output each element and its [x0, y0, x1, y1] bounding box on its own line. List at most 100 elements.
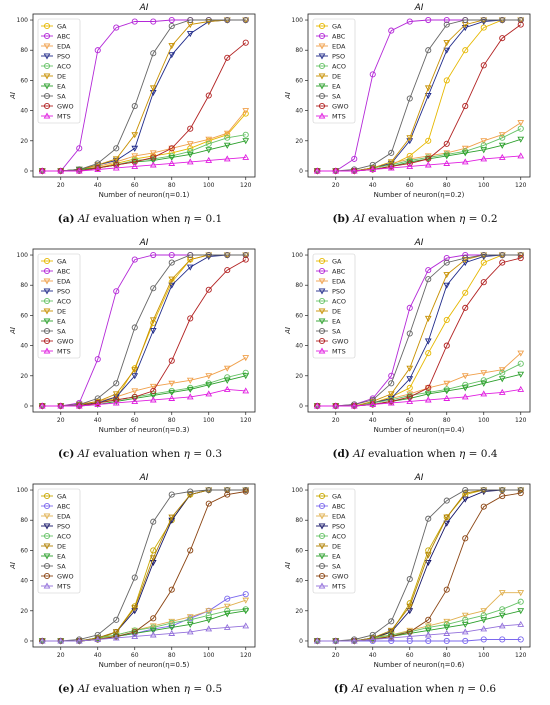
x-tick-label: 80 [443, 182, 451, 189]
data-point [186, 264, 194, 271]
x-tick-label: 80 [168, 417, 176, 424]
data-point [168, 357, 175, 364]
data-point [223, 611, 231, 618]
legend-label-ea: EA [332, 82, 341, 90]
data-point [186, 393, 194, 400]
series-mts [38, 153, 250, 174]
data-point [461, 257, 469, 264]
y-tick-label: 40 [20, 108, 28, 115]
y-axis-label: AI [284, 327, 292, 335]
caption-label: (e) [58, 683, 75, 695]
data-point [499, 606, 506, 613]
data-point [205, 140, 212, 147]
data-point [149, 396, 157, 403]
data-point [517, 598, 524, 605]
data-point [112, 629, 120, 636]
y-tick-label: 20 [20, 608, 28, 615]
legend-marker [318, 62, 326, 70]
legend-marker [318, 92, 326, 100]
x-tick-label: 80 [168, 652, 176, 659]
data-point [168, 276, 176, 283]
data-point [150, 154, 157, 161]
legend-marker [43, 267, 51, 275]
legend-label-mts: MTS [57, 582, 71, 590]
data-point [149, 631, 157, 638]
legend-label-eda: EDA [332, 512, 346, 520]
y-tick-label: 60 [295, 312, 303, 319]
data-point [462, 47, 469, 54]
data-point [517, 21, 524, 28]
y-tick-label: 40 [295, 578, 303, 585]
data-point [131, 153, 139, 160]
data-point [187, 547, 194, 554]
data-point [332, 637, 340, 644]
x-tick-label: 20 [57, 182, 65, 189]
data-point [517, 608, 525, 615]
legend-label-sa: SA [332, 92, 341, 100]
data-point [168, 154, 176, 161]
data-point [131, 632, 139, 639]
data-point [112, 156, 120, 163]
data-point [406, 18, 413, 25]
x-tick-label: 120 [240, 417, 252, 424]
legend-label-eda: EDA [57, 277, 71, 285]
legend-label-abc: ABC [332, 502, 346, 510]
chart-title: AI [139, 473, 149, 483]
data-point [187, 148, 194, 155]
data-point [480, 16, 487, 24]
data-point [443, 150, 451, 157]
data-point [424, 85, 432, 92]
data-point [223, 142, 231, 149]
data-point [350, 167, 358, 174]
series-mts [313, 385, 525, 409]
data-point [168, 514, 176, 521]
legend-marker [318, 513, 326, 520]
data-point [461, 373, 469, 380]
data-point [94, 47, 101, 54]
legend-marker [318, 327, 326, 335]
data-point [443, 153, 451, 160]
legend-label-mts: MTS [57, 112, 71, 120]
data-point [131, 18, 138, 25]
data-point [131, 630, 139, 637]
legend-label-ga: GA [57, 492, 67, 500]
data-point [168, 145, 175, 152]
chart-panel-e: AI 20 40 60 80 100 120 0 20 40 60 80 100 Number of ne… [9, 473, 256, 695]
data-point [150, 285, 157, 292]
data-point [205, 373, 213, 380]
data-point [205, 136, 213, 143]
legend-label-mts: MTS [332, 582, 346, 590]
caption-metric: AI [77, 448, 91, 460]
data-point [499, 251, 506, 259]
legend: GA ABC EDA PSO ACO DE EA SA GWO MTS [37, 18, 81, 124]
series-sa [314, 251, 524, 410]
data-point [224, 251, 231, 259]
data-point [461, 496, 469, 503]
data-point [75, 637, 83, 644]
data-point [480, 254, 488, 261]
data-point [443, 16, 450, 24]
data-point [168, 282, 176, 289]
data-point [499, 259, 506, 266]
legend-label-de: DE [332, 307, 341, 315]
data-point [461, 158, 469, 165]
data-point [443, 77, 450, 84]
legend-marker [43, 257, 51, 265]
x-tick-label: 20 [57, 417, 65, 424]
x-tick-label: 100 [478, 417, 490, 424]
legend-marker [318, 22, 326, 30]
data-point [131, 608, 139, 615]
data-point [462, 304, 469, 311]
panel-caption: (f) AI evaluation when η = 0.6 [334, 683, 497, 695]
data-point [480, 251, 487, 259]
legend-label-abc: ABC [57, 32, 71, 40]
data-point [406, 397, 414, 404]
legend-marker [43, 327, 51, 335]
legend-marker [318, 112, 326, 119]
x-tick-label: 60 [131, 417, 139, 424]
data-point [168, 16, 175, 24]
legend: GA ABC EDA PSO ACO DE EA SA GWO MTS [37, 488, 81, 594]
data-point [406, 365, 414, 372]
data-point [406, 159, 414, 166]
data-point [224, 595, 231, 602]
